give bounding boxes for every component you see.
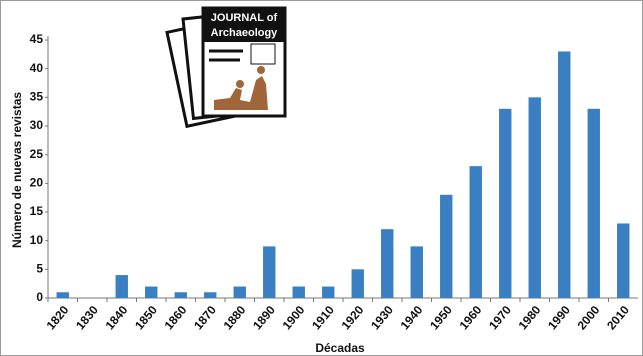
x-axis-title: Décadas [315,341,365,355]
journal-title: Archaeology [211,27,279,39]
bar [499,109,511,298]
chart: Número de nuevas revistas Décadas JOURNA… [0,0,643,356]
y-tick-label: 15 [30,204,44,218]
y-axis-title: Número de nuevas revistas [10,92,24,248]
bar [411,246,423,298]
y-tick-label: 5 [36,262,43,276]
bar [558,51,570,298]
y-tick-label: 30 [30,118,44,132]
y-tick-label: 35 [30,90,44,104]
bar [234,287,246,298]
bar [116,275,128,298]
head [257,66,265,74]
y-tick-label: 40 [30,61,44,75]
bar [204,292,216,298]
bar [588,109,600,298]
y-tick-label: 25 [30,147,44,161]
figure-box [251,44,275,64]
bar [263,246,275,298]
journal-title: JOURNAL of [211,12,278,24]
bar [381,229,393,298]
bar [322,287,334,298]
bar [293,287,305,298]
bar [470,166,482,298]
y-tick-label: 10 [30,233,44,247]
y-tick-label: 45 [30,32,44,46]
bar [145,287,157,298]
bar [529,97,541,298]
bar [440,195,452,298]
bar [352,269,364,298]
bar [57,292,69,298]
head [236,80,244,88]
journal-icon: JOURNAL of Archaeology [167,8,285,126]
y-tick-label: 0 [36,290,43,304]
bar [175,292,187,298]
frame [1,1,643,356]
bar [617,223,629,298]
y-tick-label: 20 [30,176,44,190]
